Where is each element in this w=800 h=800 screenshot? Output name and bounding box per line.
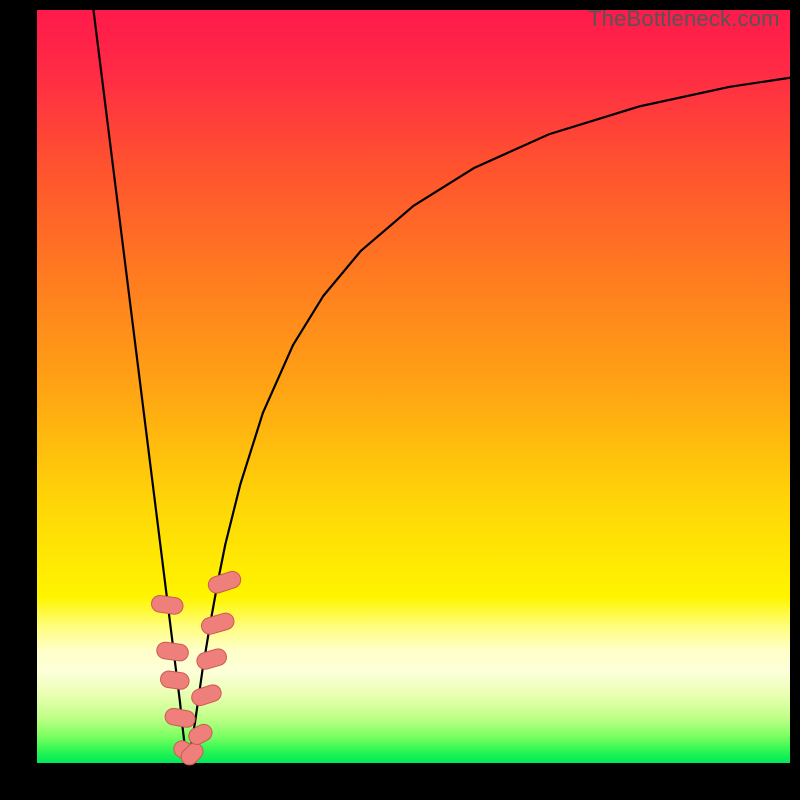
chart-frame: TheBottleneck.com: [0, 0, 800, 800]
watermark-text: TheBottleneck.com: [588, 6, 780, 32]
plot-background: [37, 10, 790, 763]
chart-svg: [0, 0, 800, 800]
